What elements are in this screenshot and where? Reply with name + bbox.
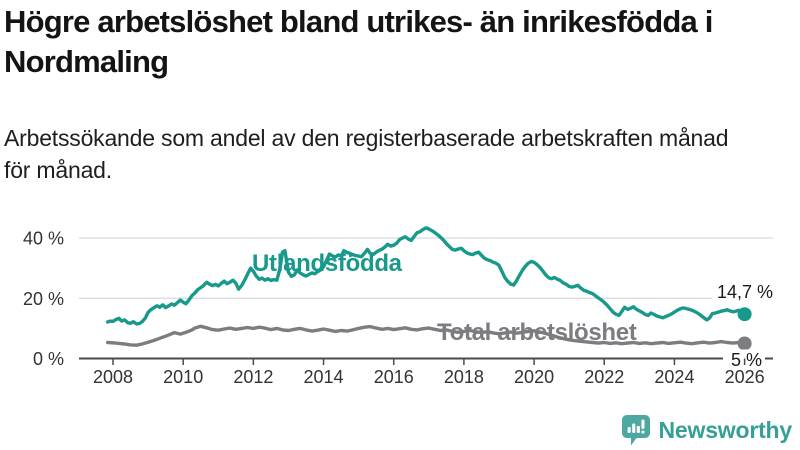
x-axis-label: 2026 — [725, 367, 765, 387]
line-utlandsfodda — [105, 226, 747, 326]
newsworthy-logo[interactable]: Newsworthy — [621, 412, 793, 448]
end-dot-total-arbetsloshet — [737, 336, 752, 351]
end-value-bg-utlandsfodda — [712, 283, 776, 301]
page-subtitle-line1: Arbetssökande som andel av den registerb… — [4, 125, 729, 151]
end-value-total-arbetsloshet: 5 % — [731, 350, 762, 370]
x-axis-label: 2020 — [514, 367, 554, 387]
y-axis-label: 0 % — [33, 349, 64, 369]
page-title-line1: Högre arbetslöshet bland utrikes- än inr… — [4, 4, 713, 39]
page-subtitle: Arbetssökande som andel av den registerb… — [4, 122, 796, 186]
x-axis-label: 2016 — [374, 367, 414, 387]
series-label-utlandsfodda: Utlandsfödda — [252, 250, 403, 277]
y-axis-label: 20 % — [23, 289, 64, 309]
series-label-total-arbetsloshet: Total arbetslöshet — [437, 319, 637, 346]
x-axis-label: 2018 — [444, 367, 484, 387]
newsworthy-logo-text[interactable]: Newsworthy — [658, 416, 793, 443]
bar-chart-speech-bubble-icon — [621, 414, 650, 446]
x-axis-label: 2012 — [233, 367, 273, 387]
x-axis-label: 2014 — [304, 367, 344, 387]
end-value-utlandsfodda: 14,7 % — [717, 282, 773, 302]
x-axis-label: 2024 — [654, 367, 694, 387]
x-axis-label: 2022 — [584, 367, 624, 387]
x-axis-label: 2010 — [163, 367, 203, 387]
y-axis-label: 40 % — [23, 229, 64, 249]
page-title: Högre arbetslöshet bland utrikes- än inr… — [4, 2, 796, 82]
x-axis-label: 2008 — [93, 367, 133, 387]
page-subtitle-line2: för månad. — [4, 157, 112, 183]
page-title-line2: Nordmaling — [4, 44, 169, 79]
end-dot-utlandsfodda — [737, 307, 752, 322]
line-total-arbetsloshet — [105, 324, 747, 347]
